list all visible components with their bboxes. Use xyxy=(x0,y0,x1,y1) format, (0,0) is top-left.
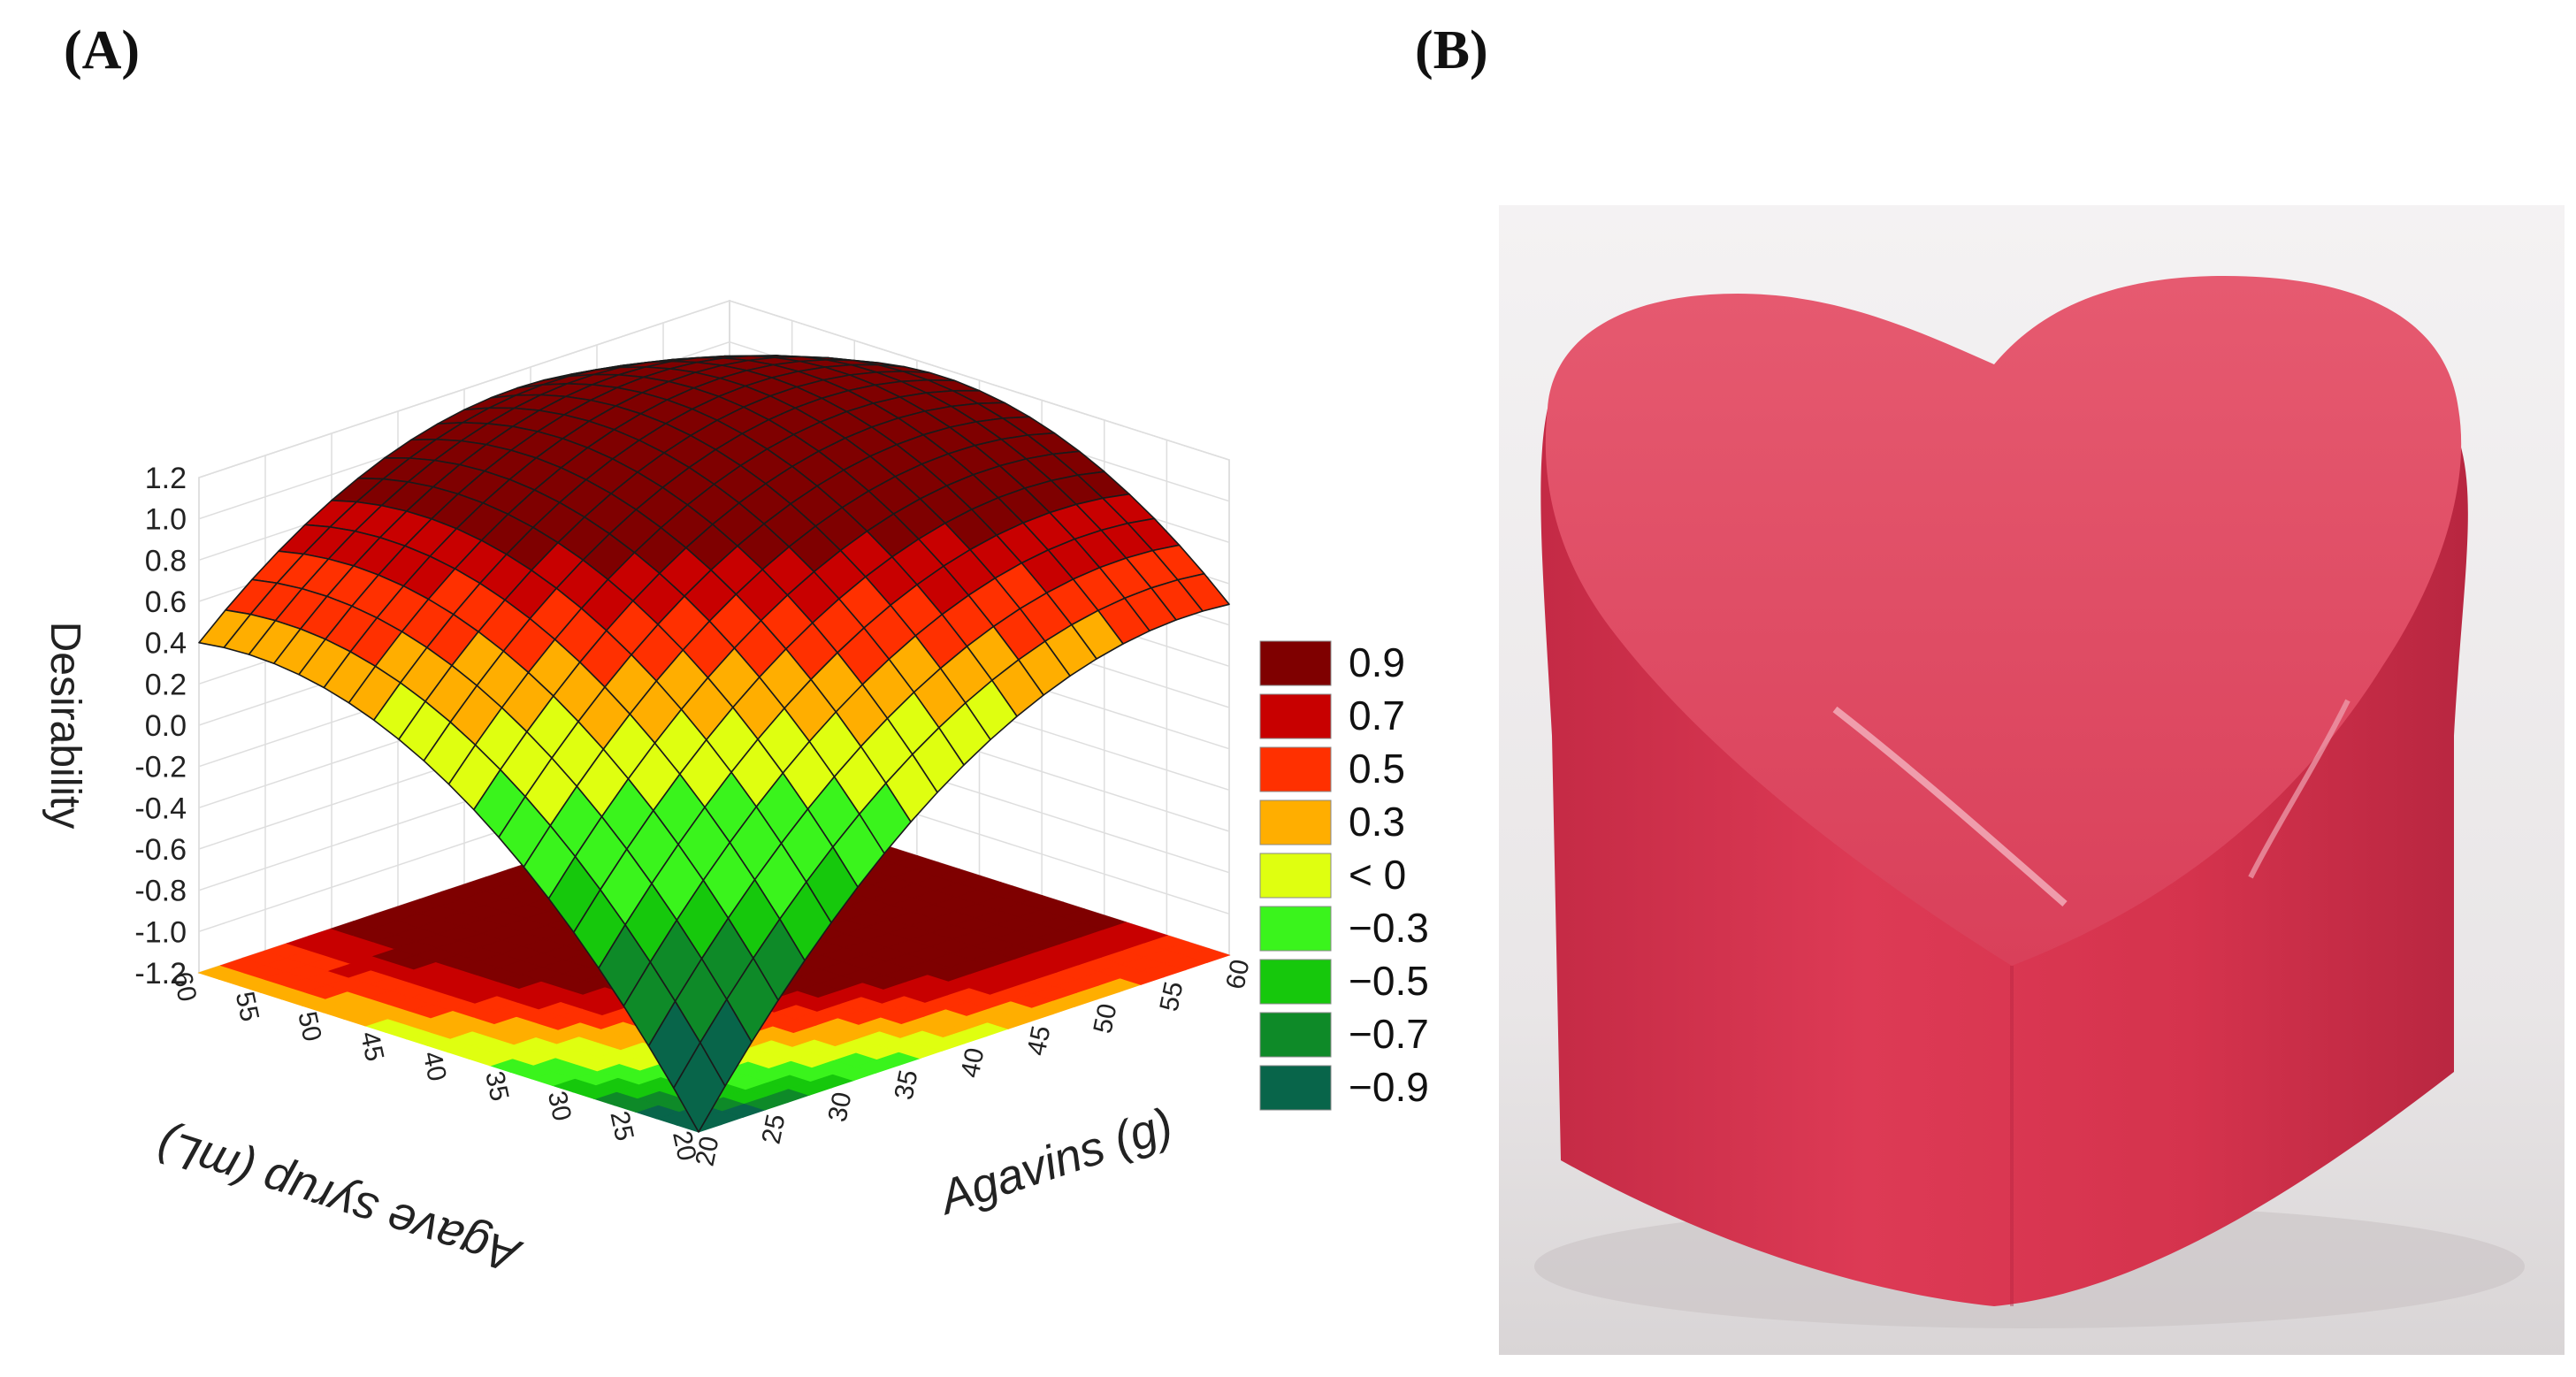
surface-cell xyxy=(672,1042,726,1133)
x-tick-label: 35 xyxy=(479,1068,514,1104)
x-tick-label: 45 xyxy=(355,1029,389,1064)
z-tick-label: 1.0 xyxy=(145,503,187,537)
y-tick-label: 35 xyxy=(890,1067,924,1102)
response-surface xyxy=(198,355,1230,1133)
z-tick-label: -1.0 xyxy=(134,915,187,949)
z-tick-label: 0.4 xyxy=(145,627,187,661)
legend-label: 0.3 xyxy=(1349,799,1405,845)
y-tick-label: 25 xyxy=(757,1112,791,1146)
legend-label: 0.9 xyxy=(1349,639,1405,685)
x-tick-label: 20 xyxy=(667,1128,701,1164)
x-axis-label: Agave syrup (mL) xyxy=(150,1118,528,1283)
legend-label: −0.7 xyxy=(1349,1011,1429,1057)
x-tick-label: 60 xyxy=(167,969,202,1005)
z-tick-label: 0.0 xyxy=(145,709,187,743)
legend-swatch xyxy=(1259,1065,1332,1111)
legend-swatch xyxy=(1259,853,1332,899)
legend-swatch xyxy=(1259,959,1332,1005)
z-tick-label: -0.6 xyxy=(134,833,187,867)
legend-swatch xyxy=(1259,640,1332,686)
x-tick-label: 50 xyxy=(292,1009,326,1044)
y-axis-label: Agavins (g) xyxy=(930,1098,1179,1225)
color-legend: 0.9 0.7 0.5 0.3 < 0 −0.3 −0.5 −0.7 −0.9 xyxy=(1259,639,1429,1111)
z-axis-label: Desirability xyxy=(42,622,88,830)
y-tick-label: 30 xyxy=(823,1090,858,1124)
surface-plot: -1.2 -1.0 -0.8 -0.6 -0.4 -0.2 0.0 0.2 0.4 0.6 0.8 1… xyxy=(42,299,1429,1283)
legend-swatch xyxy=(1259,693,1332,739)
legend-swatch xyxy=(1259,1012,1332,1058)
legend-swatch xyxy=(1259,746,1332,792)
y-tick-label: 60 xyxy=(1221,957,1256,991)
y-tick-label: 45 xyxy=(1022,1023,1057,1058)
x-tick-label: 30 xyxy=(542,1089,577,1124)
z-tick-label: 0.8 xyxy=(145,544,187,578)
z-tick-label: -0.2 xyxy=(134,751,187,784)
panel-b-label: (B) xyxy=(1415,20,1488,80)
z-tick-label: -1.2 xyxy=(134,957,187,991)
legend-label: < 0 xyxy=(1349,852,1406,898)
heart-gummy-icon xyxy=(1499,205,2565,1355)
legend-label: −0.5 xyxy=(1349,958,1429,1004)
x-tick-label: 40 xyxy=(417,1049,452,1084)
z-tick-label: -0.4 xyxy=(134,792,187,825)
y-tick-label: 20 xyxy=(691,1134,725,1168)
legend-swatch xyxy=(1259,799,1332,845)
legend-label: 0.5 xyxy=(1349,746,1405,792)
z-tick-label: 0.6 xyxy=(145,585,187,619)
y-tick-label: 50 xyxy=(1089,1001,1123,1036)
y-tick-label: 55 xyxy=(1155,979,1189,1014)
legend-label: −0.9 xyxy=(1349,1064,1429,1110)
legend-label: 0.7 xyxy=(1349,692,1405,738)
z-tick-label: -0.8 xyxy=(134,875,187,908)
panel-a-label: (A) xyxy=(64,20,141,80)
z-tick-label: 0.2 xyxy=(145,668,187,701)
z-tick-label: 1.2 xyxy=(145,462,187,495)
y-tick-label: 40 xyxy=(956,1045,990,1080)
x-tick-label: 25 xyxy=(604,1108,638,1144)
x-tick-label: 55 xyxy=(230,989,264,1024)
gridline xyxy=(198,300,1230,478)
legend-swatch xyxy=(1259,906,1332,952)
legend-label: −0.3 xyxy=(1349,905,1429,951)
